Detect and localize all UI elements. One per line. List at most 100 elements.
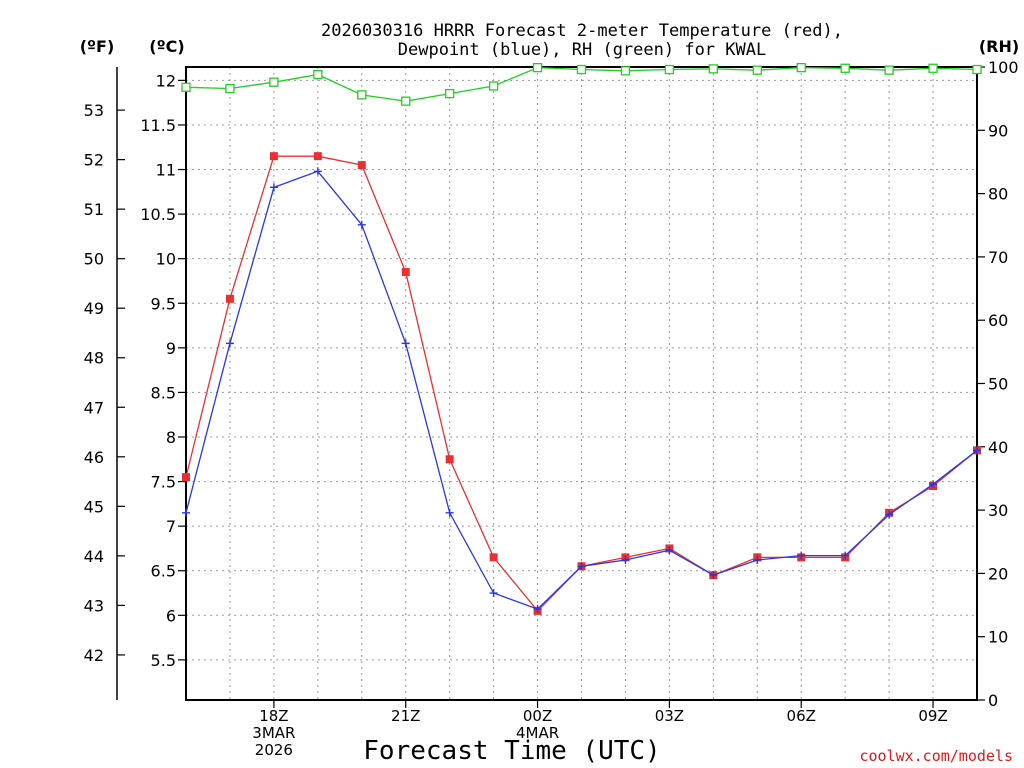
fahrenheit-tick-label: 45 — [84, 497, 104, 516]
dewpoint-point — [313, 167, 322, 176]
credit-link[interactable]: coolwx.com/models — [859, 747, 1013, 765]
temperature-point — [269, 152, 278, 161]
dewpoint-point — [797, 551, 806, 560]
dewpoint-point — [753, 556, 762, 565]
rh-point — [225, 83, 235, 94]
fahrenheit-tick-label: 52 — [84, 151, 104, 170]
rh-point — [181, 82, 191, 92]
rh-point — [576, 64, 587, 75]
fahrenheit-tick-label: 51 — [84, 200, 104, 219]
fahrenheit-axis: 42 43 44 45 46 47 48 49 50 51 52 53 — [84, 101, 125, 665]
celsius-tick-label: 6 — [166, 606, 176, 625]
rh-point — [488, 81, 499, 91]
rh-tick-label: 90 — [988, 121, 1008, 140]
celsius-tick-label: 7.5 — [151, 473, 176, 492]
temperature-point — [489, 553, 498, 562]
time-tick-label: 4MAR — [516, 724, 559, 742]
rh-unit-label: (RH) — [979, 37, 1019, 56]
dewpoint-point — [182, 508, 190, 517]
celsius-tick-label: 11.5 — [140, 116, 176, 135]
time-tick-label: 3MAR — [252, 724, 295, 742]
temperature-point — [445, 455, 454, 464]
celsius-tick-label: 11 — [156, 161, 176, 180]
dewpoint-point — [665, 546, 674, 555]
dewpoint-point — [709, 571, 718, 580]
celsius-tick-label: 10.5 — [140, 205, 176, 224]
temperature-point — [225, 294, 234, 303]
dewpoint-point — [225, 339, 234, 348]
temperature-point — [357, 161, 366, 170]
data-series — [181, 62, 982, 615]
dewpoint-point — [621, 556, 630, 565]
dewpoint-point — [401, 339, 410, 348]
time-tick-label: 00Z — [523, 707, 552, 725]
rh-tick-label: 40 — [988, 438, 1008, 457]
dewpoint-point — [841, 551, 850, 560]
temperature-point — [182, 473, 190, 482]
rh-tick-label: 50 — [988, 375, 1008, 394]
rh-point — [269, 77, 279, 87]
celsius-tick-label: 8 — [166, 428, 176, 447]
rh-point — [620, 66, 631, 76]
dewpoint-point — [885, 510, 894, 519]
rh-tick-label: 70 — [988, 248, 1008, 267]
rh-point — [796, 62, 806, 73]
dewpoint-point — [357, 220, 366, 229]
celsius-tick-label: 9 — [166, 339, 176, 358]
dewpoint-point — [269, 183, 278, 192]
celsius-axis: 5.5 6 6.5 7 7.5 8 8.5 9 9.5 10 10.5 11 11.5 12 — [140, 71, 186, 670]
rh-point — [928, 63, 938, 73]
fahrenheit-tick-label: 47 — [84, 398, 104, 417]
dewpoint-point — [489, 589, 498, 598]
rh-point — [708, 64, 718, 74]
fahrenheit-tick-label: 43 — [84, 596, 104, 615]
fahrenheit-tick-label: 50 — [84, 250, 104, 269]
fahrenheit-unit-label: (ºF) — [80, 37, 115, 56]
fahrenheit-tick-label: 53 — [84, 101, 104, 120]
dewpoint-point — [973, 446, 981, 455]
rh-tick-label: 0 — [988, 691, 998, 710]
celsius-tick-label: 5.5 — [151, 651, 176, 670]
chart-title-line-1: 2026030316 HRRR Forecast 2-meter Tempera… — [321, 21, 843, 41]
celsius-tick-label: 6.5 — [151, 562, 176, 581]
time-tick-label: 21Z — [391, 707, 420, 725]
rh-series — [181, 62, 982, 106]
dewpoint-point — [929, 480, 938, 489]
chart-title-line-2: Dewpoint (blue), RH (green) for KWAL — [398, 40, 766, 60]
rh-point — [972, 64, 982, 75]
fahrenheit-tick-label: 46 — [84, 448, 104, 467]
time-tick-label: 09Z — [918, 707, 947, 725]
fahrenheit-tick-label: 42 — [84, 646, 104, 665]
rh-point — [884, 65, 894, 75]
celsius-tick-label: 9.5 — [151, 294, 176, 313]
dewpoint-point — [533, 605, 542, 614]
time-tick-label: 2026 — [255, 741, 293, 759]
celsius-tick-label: 12 — [156, 71, 176, 90]
rh-point — [752, 65, 762, 75]
dewpoint-point — [577, 562, 586, 571]
temperature-point — [401, 268, 410, 277]
time-tick-label: 18Z — [259, 707, 288, 725]
time-tick-label: 03Z — [655, 707, 684, 725]
dewpoint-point — [445, 508, 454, 517]
fahrenheit-tick-label: 49 — [84, 299, 104, 318]
celsius-unit-label: (ºC) — [149, 37, 184, 56]
rh-point — [445, 88, 455, 99]
rh-tick-label: 30 — [988, 501, 1008, 520]
rh-point — [532, 62, 543, 73]
dewpoint-series — [182, 167, 981, 614]
rh-point — [401, 96, 411, 106]
celsius-tick-label: 7 — [166, 517, 176, 536]
rh-point — [313, 69, 323, 80]
rh-tick-label: 10 — [988, 628, 1008, 647]
rh-tick-label: 100 — [988, 58, 1019, 77]
time-tick-label: 06Z — [787, 707, 816, 725]
celsius-tick-label: 10 — [156, 250, 176, 269]
rh-tick-label: 60 — [988, 311, 1008, 330]
rh-point — [840, 63, 850, 73]
temperature-point — [313, 152, 322, 161]
rh-axis: 0 10 20 30 40 50 60 70 80 90 100 — [977, 58, 1019, 710]
